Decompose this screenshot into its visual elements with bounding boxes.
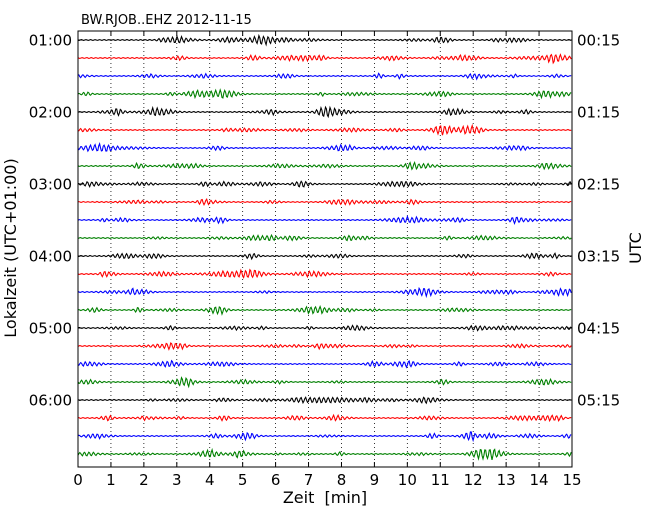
trace-line: [77, 53, 572, 65]
trace-line: [77, 413, 572, 423]
left-tick-label: 03:00: [29, 176, 72, 194]
trace-line: [77, 160, 572, 171]
trace-line: [77, 286, 572, 299]
x-tick-label: 1: [106, 471, 116, 489]
y-axis-label-left: Lokalzeit (UTC+01:00): [1, 158, 20, 337]
seismic-traces: [77, 33, 572, 461]
x-tick-label: 6: [271, 471, 281, 489]
left-tick-label: 06:00: [29, 392, 72, 410]
right-tick-label: 04:15: [577, 320, 620, 338]
plot-frame: [77, 30, 573, 468]
trace-line: [77, 105, 572, 119]
x-tick-label: 15: [562, 471, 581, 489]
trace-line: [77, 252, 572, 261]
right-tick-label: 00:15: [577, 32, 620, 50]
x-tick-label: 3: [172, 471, 182, 489]
trace-line: [77, 342, 572, 351]
trace-line: [77, 447, 572, 461]
x-tick-label: 12: [464, 471, 483, 489]
left-tick-label: 02:00: [29, 104, 72, 122]
x-tick-label: 11: [431, 471, 450, 489]
x-tick-label: 5: [238, 471, 248, 489]
x-tick-label: 13: [497, 471, 516, 489]
trace-line: [77, 324, 572, 332]
x-tick-label: 0: [73, 471, 83, 489]
left-tick-label: 05:00: [29, 320, 72, 338]
trace-line: [77, 268, 572, 279]
trace-line: [77, 376, 572, 389]
trace-line: [78, 359, 572, 369]
trace-line: [77, 142, 572, 153]
trace-line: [77, 431, 572, 443]
x-tick-label: 9: [370, 471, 380, 489]
x-tick-label: 4: [205, 471, 215, 489]
trace-line: [77, 180, 572, 188]
trace-line: [77, 304, 572, 316]
x-tick-label: 14: [530, 471, 549, 489]
trace-line: [77, 123, 572, 136]
trace-line: [77, 197, 572, 206]
right-tick-label: 03:15: [577, 248, 620, 266]
left-tick-label: 01:00: [29, 32, 72, 50]
left-tick-label: 04:00: [29, 248, 72, 266]
right-tick-label: 05:15: [577, 392, 620, 410]
right-tick-label: 01:15: [577, 104, 620, 122]
y-axis-label-right: UTC: [626, 232, 645, 264]
x-tick-label: 8: [337, 471, 347, 489]
x-tick-label: 10: [398, 471, 417, 489]
x-axis-label: Zeit [min]: [283, 488, 367, 507]
x-axis-ticks: 0 1 2 3 4 5 6 7 8 9 10 11 12 13 14 15: [73, 31, 582, 489]
x-tick-label: 7: [304, 471, 314, 489]
trace-line: [77, 396, 572, 405]
right-axis-ticks: 00:15 01:15 02:15 03:15 04:15 05:15: [567, 32, 620, 410]
chart-title: BW.RJOB..EHZ 2012-11-15: [81, 13, 252, 28]
trace-line: [77, 88, 572, 100]
grid-lines: [110, 31, 540, 467]
right-tick-label: 02:15: [577, 176, 620, 194]
trace-line: [77, 233, 572, 242]
x-tick-label: 2: [139, 471, 149, 489]
left-axis-ticks: 01:00 02:00 03:00 04:00 05:00 06:00: [29, 32, 83, 410]
trace-line: [77, 72, 572, 81]
trace-line: [77, 214, 572, 225]
trace-line: [77, 33, 572, 47]
